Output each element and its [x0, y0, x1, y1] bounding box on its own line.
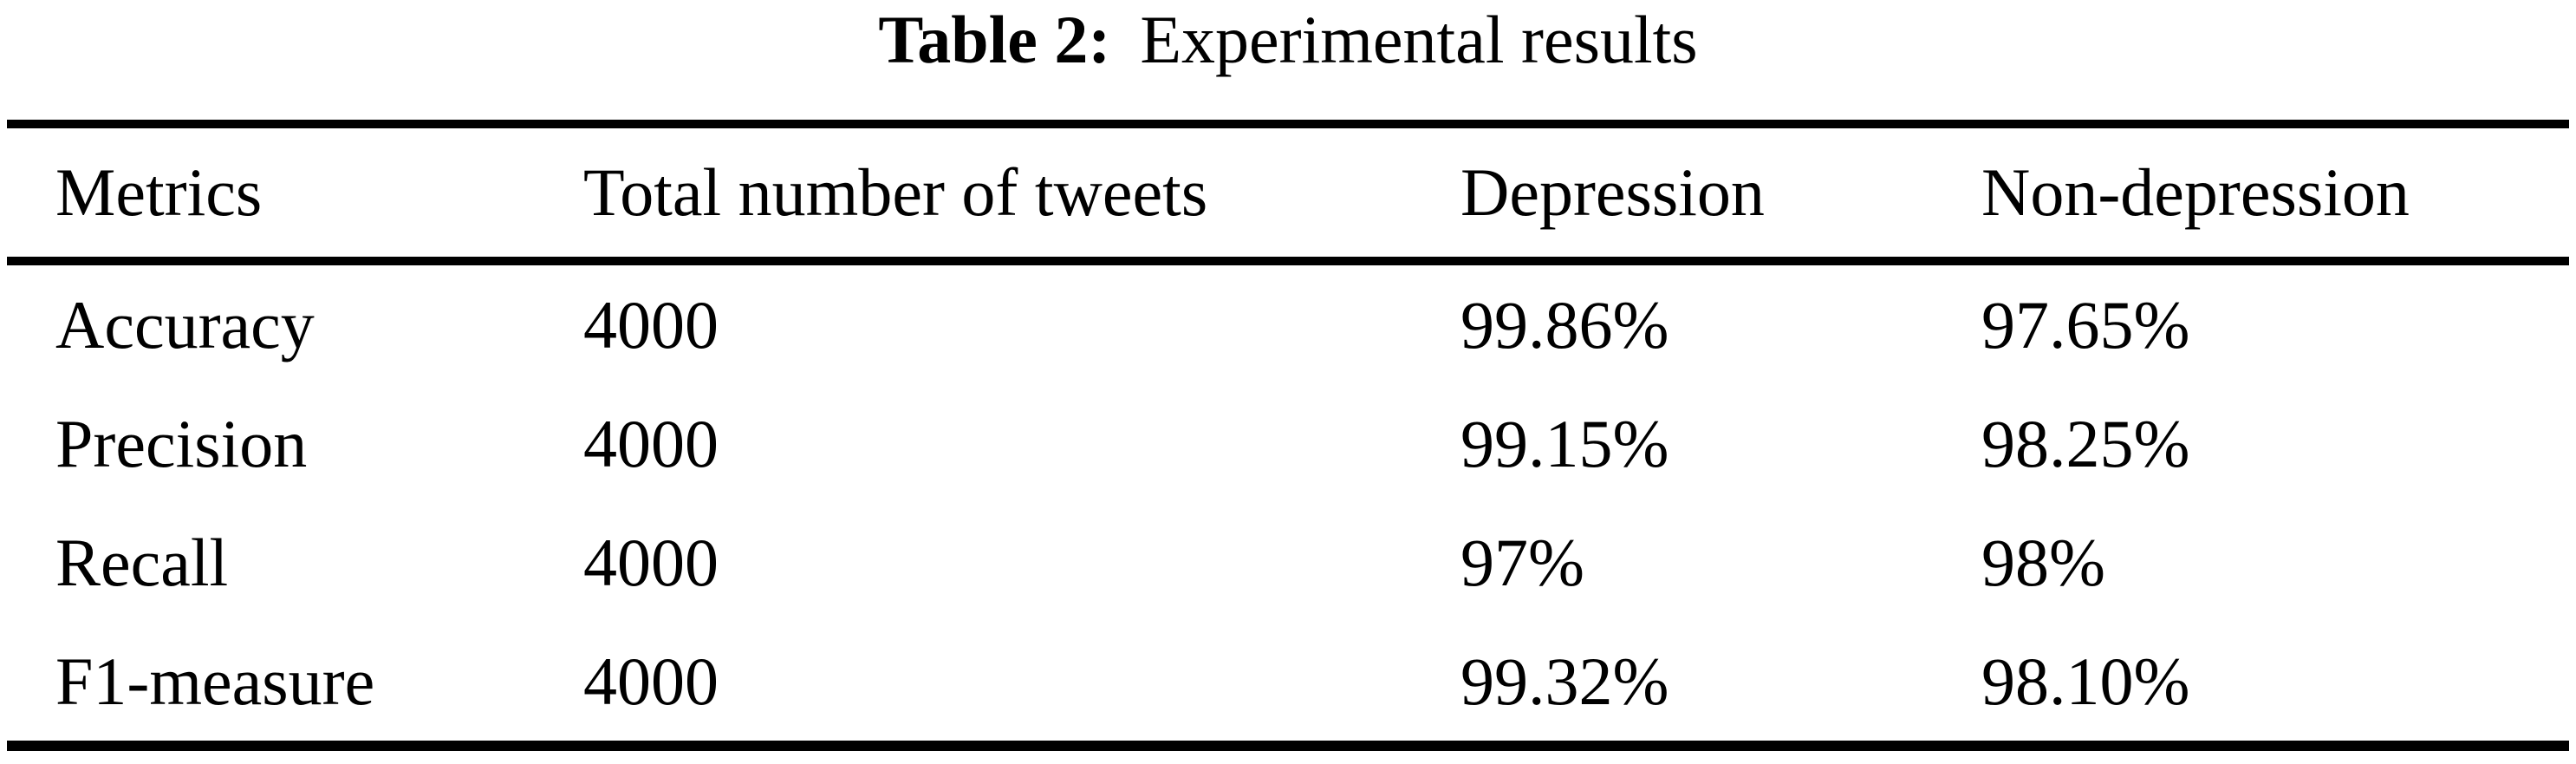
- cell-total-tweets: 4000: [583, 286, 719, 362]
- table-row-precision: Precision 4000 99.15% 98.25%: [7, 384, 2569, 503]
- experimental-results-table: Metrics Total number of tweets Depressio…: [7, 120, 2569, 751]
- cell-metric: Accuracy: [55, 286, 315, 362]
- cell-depression: 97%: [1460, 524, 1584, 600]
- cell-depression: 99.15%: [1460, 405, 1669, 481]
- table-caption: Table 2: Experimental results: [0, 0, 2576, 80]
- cell-depression: 99.32%: [1460, 643, 1669, 719]
- cell-total-tweets: 4000: [583, 405, 719, 481]
- table-row-accuracy: Accuracy 4000 99.86% 97.65%: [7, 261, 2569, 384]
- col-header-non-depression: Non-depression: [1981, 124, 2569, 265]
- col-header-total-tweets: Total number of tweets: [583, 124, 1460, 265]
- cell-metric: Recall: [55, 524, 229, 600]
- table-caption-label: Table 2:: [878, 2, 1111, 77]
- table-row-recall: Recall 4000 97% 98%: [7, 503, 2569, 622]
- table-caption-text: Experimental results: [1140, 2, 1698, 77]
- cell-non-depression: 97.65%: [1981, 286, 2190, 362]
- col-header-metrics: Metrics: [7, 124, 583, 265]
- results-table-container: Metrics Total number of tweets Depressio…: [7, 120, 2569, 751]
- cell-total-tweets: 4000: [583, 524, 719, 600]
- cell-depression: 99.86%: [1460, 286, 1669, 362]
- col-header-depression: Depression: [1460, 124, 1981, 265]
- cell-metric: Precision: [55, 405, 308, 481]
- cell-non-depression: 98%: [1981, 524, 2105, 600]
- cell-non-depression: 98.10%: [1981, 643, 2190, 719]
- table-row-f1-measure: F1-measure 4000 99.32% 98.10%: [7, 622, 2569, 746]
- cell-non-depression: 98.25%: [1981, 405, 2190, 481]
- cell-metric: F1-measure: [55, 643, 375, 719]
- header-row: Metrics Total number of tweets Depressio…: [7, 124, 2569, 265]
- cell-total-tweets: 4000: [583, 643, 719, 719]
